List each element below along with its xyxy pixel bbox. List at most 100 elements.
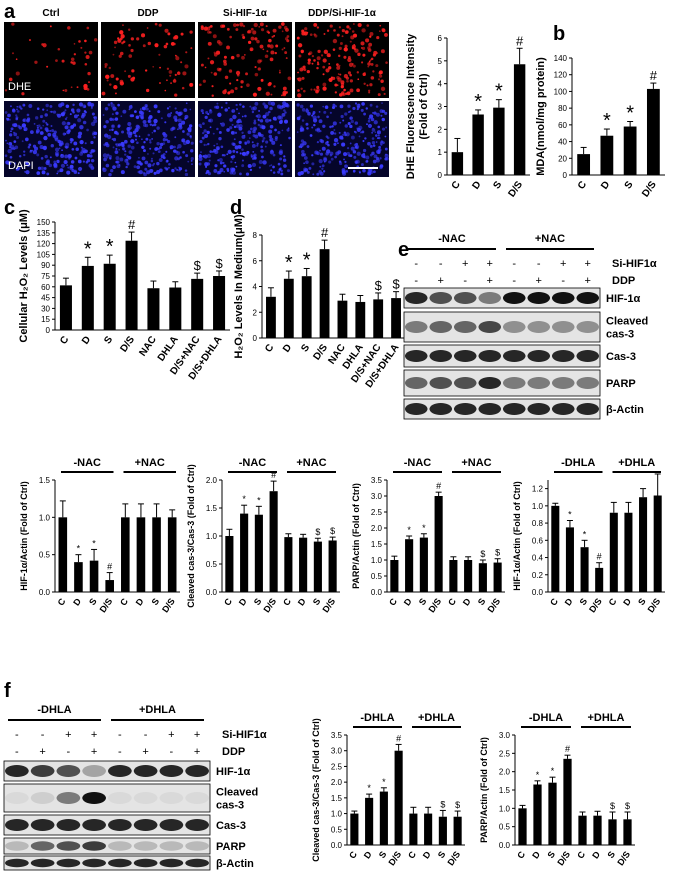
y-tick-label: 45 bbox=[41, 294, 50, 303]
cell-signal bbox=[190, 141, 194, 145]
cell-signal bbox=[49, 110, 52, 113]
cell-signal bbox=[162, 138, 167, 142]
cell-signal bbox=[165, 42, 169, 46]
cell-signal bbox=[207, 142, 210, 146]
blot-group-label: -NAC bbox=[438, 233, 466, 245]
treatment-sign: - bbox=[512, 258, 516, 270]
cell-signal bbox=[145, 107, 149, 111]
x-tick-label: D bbox=[402, 596, 414, 607]
cell-signal bbox=[329, 125, 332, 129]
cell-signal bbox=[78, 131, 83, 136]
significance-mark: $ bbox=[330, 526, 335, 536]
x-tick-label: D/S bbox=[386, 849, 403, 867]
cell-signal bbox=[375, 141, 378, 143]
cell-signal bbox=[300, 125, 303, 128]
cell-signal bbox=[156, 141, 160, 146]
treatment-sign: + bbox=[536, 275, 542, 287]
cell-signal bbox=[326, 115, 329, 119]
cell-signal bbox=[121, 130, 125, 134]
cell-signal bbox=[46, 172, 50, 176]
cell-signal bbox=[219, 162, 223, 165]
cell-signal bbox=[66, 170, 71, 175]
cell-signal bbox=[344, 160, 347, 164]
x-tick-label: S bbox=[545, 849, 557, 860]
x-tick-label: S bbox=[87, 596, 99, 607]
cell-signal bbox=[332, 38, 338, 44]
cell-signal bbox=[381, 27, 386, 32]
cell-signal bbox=[239, 22, 244, 27]
cell-signal bbox=[280, 169, 283, 172]
cell-signal bbox=[258, 25, 261, 28]
cell-signal bbox=[174, 107, 177, 110]
cell-signal bbox=[66, 116, 68, 119]
cell-signal bbox=[369, 153, 373, 157]
cell-signal bbox=[349, 73, 352, 77]
cell-signal bbox=[266, 50, 269, 53]
cell-signal bbox=[89, 154, 93, 158]
cell-signal bbox=[335, 151, 340, 156]
cell-signal bbox=[53, 130, 57, 134]
cell-signal bbox=[164, 121, 167, 124]
cell-signal bbox=[311, 114, 314, 117]
cell-signal bbox=[257, 123, 261, 127]
cell-signal bbox=[279, 115, 283, 120]
x-tick-label: C bbox=[58, 334, 71, 346]
cell-signal bbox=[349, 124, 353, 129]
cell-signal bbox=[371, 140, 376, 145]
cell-signal bbox=[320, 54, 324, 57]
treatment-sign: - bbox=[170, 746, 174, 758]
cell-signal bbox=[250, 27, 254, 31]
cell-signal bbox=[67, 166, 70, 169]
cell-signal bbox=[56, 172, 59, 175]
cell-signal bbox=[317, 115, 320, 119]
blot-band bbox=[478, 403, 502, 415]
cell-signal bbox=[257, 86, 262, 91]
cell-signal bbox=[301, 108, 306, 112]
cell-signal bbox=[378, 136, 381, 140]
significance-mark: # bbox=[650, 68, 658, 83]
cell-signal bbox=[78, 40, 81, 43]
cell-signal bbox=[153, 118, 158, 124]
cell-signal bbox=[62, 89, 65, 92]
cell-signal bbox=[113, 40, 118, 45]
cell-signal bbox=[173, 149, 177, 153]
cell-signal bbox=[198, 156, 203, 162]
y-tick-label: 0.4 bbox=[532, 554, 544, 563]
cell-signal bbox=[104, 62, 108, 67]
cell-signal bbox=[190, 156, 194, 161]
x-tick-label: C bbox=[56, 596, 68, 607]
band-label: Cleaved bbox=[606, 316, 648, 328]
cell-signal bbox=[128, 28, 131, 31]
cell-signal bbox=[190, 149, 194, 153]
x-tick-label: D/S bbox=[646, 596, 663, 614]
cell-signal bbox=[153, 171, 157, 175]
cell-signal bbox=[283, 25, 288, 30]
bar bbox=[365, 797, 374, 845]
blot-band bbox=[429, 321, 453, 333]
cell-signal bbox=[130, 37, 134, 41]
cell-signal bbox=[369, 35, 372, 38]
cell-signal bbox=[358, 135, 361, 138]
cell-signal bbox=[379, 165, 383, 170]
y-tick-label: 1.0 bbox=[499, 804, 511, 813]
cell-signal bbox=[223, 170, 226, 173]
cell-signal bbox=[331, 76, 336, 81]
cell-signal bbox=[207, 57, 210, 60]
cell-signal bbox=[343, 47, 348, 52]
cell-signal bbox=[270, 169, 273, 172]
x-tick-label: S bbox=[491, 179, 504, 191]
cell-signal bbox=[186, 132, 190, 136]
cell-signal bbox=[236, 53, 240, 58]
cell-signal bbox=[316, 85, 320, 89]
bar bbox=[121, 517, 130, 592]
cell-signal bbox=[268, 129, 273, 134]
cell-signal bbox=[296, 36, 300, 40]
cell-signal bbox=[179, 156, 182, 159]
significance-mark: * bbox=[106, 236, 114, 258]
y-axis-label: H₂O₂ Levels In Medium(μM) bbox=[233, 214, 245, 359]
cell-signal bbox=[57, 170, 60, 173]
cell-signal bbox=[374, 131, 377, 134]
cell-signal bbox=[128, 126, 133, 130]
x-tick-label: C bbox=[222, 596, 234, 607]
cell-signal bbox=[34, 60, 38, 64]
